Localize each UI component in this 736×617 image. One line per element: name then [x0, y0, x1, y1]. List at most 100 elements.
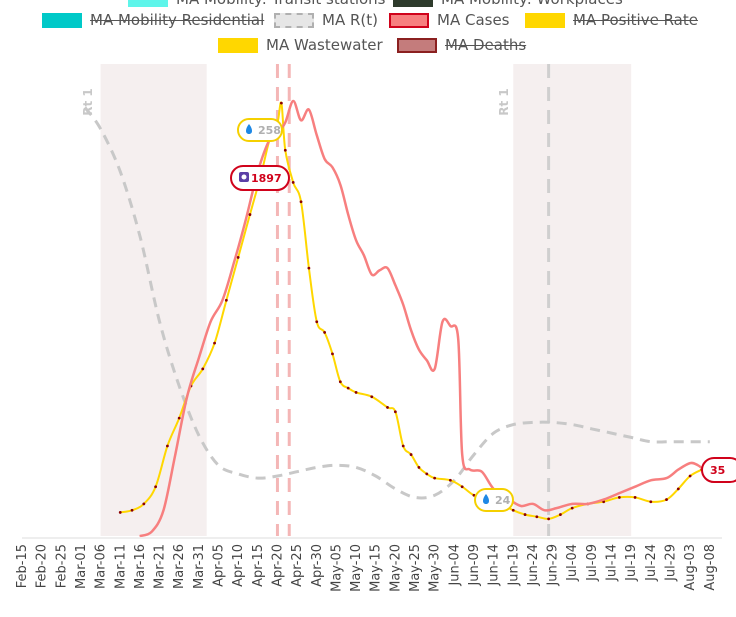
legend-item-rt[interactable]: MA R(t)	[274, 10, 378, 30]
wastewater-point-15	[279, 101, 283, 105]
legend-item-transit-stations[interactable]: MA Mobility: Transit stations	[128, 0, 386, 9]
water-drop-icon	[246, 124, 252, 134]
x-tick-label-15: Apr-30	[310, 544, 325, 587]
cases-point-45	[571, 503, 573, 505]
legend-label-mobility-residential: MA Mobility Residential	[90, 11, 265, 29]
x-tick-label-16: May-05	[329, 544, 344, 592]
wastewater-point-20	[315, 320, 319, 324]
x-tick-label-18: May-15	[369, 544, 384, 592]
wastewater-point-11	[248, 213, 252, 216]
x-tick-label-28: Jul-04	[565, 544, 580, 582]
x-tick-label-24: Jun-14	[487, 544, 502, 587]
wastewater-point-22	[331, 352, 334, 356]
cases-line	[139, 99, 707, 538]
legend-swatch-deaths	[397, 37, 437, 53]
x-tick-label-27: Jun-29	[546, 544, 561, 587]
cases-point-41	[520, 505, 522, 507]
cases-point-54	[697, 464, 699, 466]
shaded-range-2	[513, 64, 632, 536]
wastewater-point-34	[448, 478, 452, 482]
wastewater-point-47	[617, 496, 621, 499]
cases-point-15	[300, 119, 302, 121]
cases-point-49	[634, 486, 636, 488]
cases-point-44	[555, 507, 558, 509]
svg-text:24: 24	[495, 494, 511, 507]
wastewater-point-5	[177, 416, 181, 420]
legend-item-deaths[interactable]: MA Deaths	[397, 35, 526, 55]
cases-point-8	[233, 261, 235, 263]
cases-point-50	[650, 479, 652, 481]
svg-text:35: 35	[710, 464, 725, 477]
wastewater-peak-badge[interactable]: 258	[237, 118, 283, 142]
badges: 258 1897 24 35	[230, 118, 736, 512]
legend-item-mobility-residential[interactable]: MA Mobility Residential	[42, 10, 264, 30]
x-axis: Feb-15 Feb-20 Feb-25 Mar-01 Mar-06 Mar-11 Mar-…	[15, 537, 722, 592]
wastewater-point-23	[338, 380, 342, 384]
wastewater-point-50	[665, 498, 668, 501]
wastewater-point-0	[118, 511, 122, 514]
x-tick-label-9: Mar-31	[192, 544, 207, 589]
cases-point-51	[665, 477, 668, 479]
x-tick-label-25: Jun-19	[506, 544, 521, 587]
cases-point-14	[292, 100, 294, 102]
cases-point-18	[324, 158, 326, 160]
cases-point-48	[618, 492, 620, 494]
wastewater-point-33	[433, 476, 437, 480]
cases-point-31	[426, 359, 428, 361]
x-tick-label-12: Apr-15	[251, 544, 266, 587]
vertical-lines	[275, 64, 551, 536]
x-tick-label-29: Jul-09	[585, 544, 600, 582]
cases-point-35	[457, 338, 459, 340]
shaded-ranges	[100, 64, 632, 536]
x-tick-label-0: Feb-15	[15, 544, 30, 588]
cases-point-9	[245, 218, 247, 220]
chart-legend: MA Mobility: Transit stations MA Mobilit…	[0, 0, 736, 62]
wastewater-point-28	[393, 410, 397, 414]
wastewater-point-4	[166, 444, 169, 448]
wastewater-point-42	[547, 517, 551, 521]
wastewater-point-43	[559, 513, 562, 516]
legend-item-wastewater[interactable]: MA Wastewater	[218, 35, 383, 55]
cases-peak-badge[interactable]: 1897	[230, 165, 290, 191]
wastewater-point-8	[213, 341, 216, 345]
cases-point-29	[410, 329, 412, 331]
wastewater-point-1	[130, 508, 134, 512]
cases-point-22	[355, 239, 357, 241]
cases-point-42	[532, 503, 534, 505]
wastewater-point-32	[425, 472, 429, 476]
cases-point-6	[210, 321, 212, 323]
cases-point-4	[186, 396, 188, 398]
cases-point-0	[139, 535, 141, 537]
cases-point-28	[402, 303, 404, 306]
legend-label-rt: MA R(t)	[322, 11, 378, 29]
legend-item-positive-rate[interactable]: MA Positive Rate	[525, 10, 698, 30]
wastewater-low-badge[interactable]: 24	[474, 488, 514, 512]
cases-point-25	[379, 269, 381, 271]
legend-label-wastewater: MA Wastewater	[266, 36, 383, 54]
x-tick-label-10: Apr-05	[212, 544, 227, 587]
wastewater-point-52	[688, 474, 692, 478]
cases-point-27	[394, 284, 396, 286]
legend-label-positive-rate: MA Positive Rate	[573, 11, 698, 29]
cases-point-34	[449, 325, 451, 327]
legend-item-cases[interactable]: MA Cases	[389, 10, 510, 30]
cases-end-badge[interactable]: 35	[701, 457, 736, 483]
cases-point-13	[284, 121, 286, 124]
legend-swatch-rt	[274, 12, 314, 28]
wastewater-point-49	[649, 500, 653, 504]
wastewater-point-41	[535, 515, 539, 519]
x-tick-label-20: May-25	[408, 544, 423, 592]
x-tick-label-3: Mar-01	[74, 544, 89, 589]
x-tick-label-14: Apr-25	[290, 544, 305, 587]
wastewater-point-40	[523, 513, 527, 516]
legend-item-workplaces[interactable]: MA Mobility: Workplaces	[393, 0, 623, 9]
svg-text:1897: 1897	[251, 172, 282, 185]
x-tick-label-8: Mar-26	[172, 544, 187, 589]
cases-point-5	[198, 357, 200, 359]
wastewater-point-24	[346, 386, 350, 390]
x-tick-label-11: Apr-10	[231, 544, 246, 587]
x-tick-label-7: Mar-21	[153, 544, 168, 589]
wastewater-point-21	[323, 331, 327, 334]
x-tick-label-23: Jun-09	[467, 544, 482, 587]
